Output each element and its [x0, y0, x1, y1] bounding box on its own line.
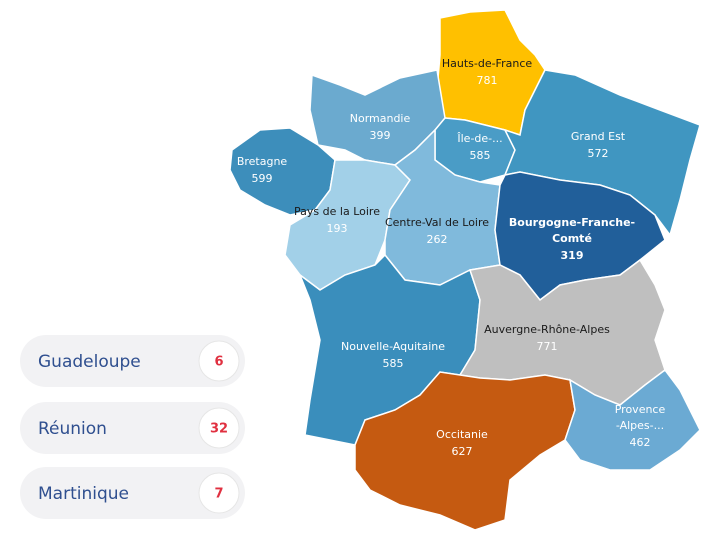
pill-name: Réunion: [38, 419, 107, 439]
region-label: Auvergne-Rhône-Alpes: [484, 323, 610, 336]
region-value: 572: [588, 147, 609, 160]
region-label: Hauts-de-France: [442, 57, 533, 70]
region-value: 585: [383, 357, 404, 370]
region-value: 193: [327, 222, 348, 235]
pill-value: 32: [210, 422, 228, 437]
pill-bg: [20, 402, 245, 454]
region-label: Normandie: [350, 112, 411, 125]
region-value: 399: [370, 129, 391, 142]
region-label: Centre-Val de Loire: [385, 216, 489, 229]
region-label: Grand Est: [571, 130, 626, 143]
region-shape: [564, 368, 701, 471]
overseas-pill: Martinique 7: [20, 467, 245, 519]
pill-value: 6: [214, 355, 223, 370]
region-value: 462: [630, 436, 651, 449]
region-value: 262: [427, 233, 448, 246]
pill-badge: [198, 472, 240, 514]
region-label: Bretagne: [237, 155, 288, 168]
region-label: Nouvelle-Aquitaine: [341, 340, 445, 353]
region-value: 585: [470, 149, 491, 162]
region-value: 771: [537, 340, 558, 353]
region-value: 781: [477, 74, 498, 87]
pill-value: 7: [214, 487, 223, 502]
region-label: Provence: [615, 403, 666, 416]
overseas-pill: Réunion 32: [20, 402, 245, 454]
region-label: Occitanie: [436, 428, 488, 441]
region-label: Pays de la Loire: [294, 205, 380, 218]
overseas-pill: Guadeloupe 6: [20, 335, 245, 387]
pill-badge: [198, 407, 240, 449]
region-value: 319: [561, 249, 584, 262]
region-label: -Alpes-...: [616, 419, 664, 432]
region-label: Île-de-...: [456, 132, 502, 145]
region-value: 599: [252, 172, 273, 185]
pill-bg: [20, 467, 245, 519]
pill-bg: [20, 335, 245, 387]
region-label: Comté: [552, 232, 592, 245]
pill-name: Guadeloupe: [38, 352, 141, 372]
region-value: 627: [452, 445, 473, 458]
pill-name: Martinique: [38, 484, 129, 504]
region-label: Bourgogne-Franche-: [509, 216, 635, 229]
pill-badge: [198, 340, 240, 382]
